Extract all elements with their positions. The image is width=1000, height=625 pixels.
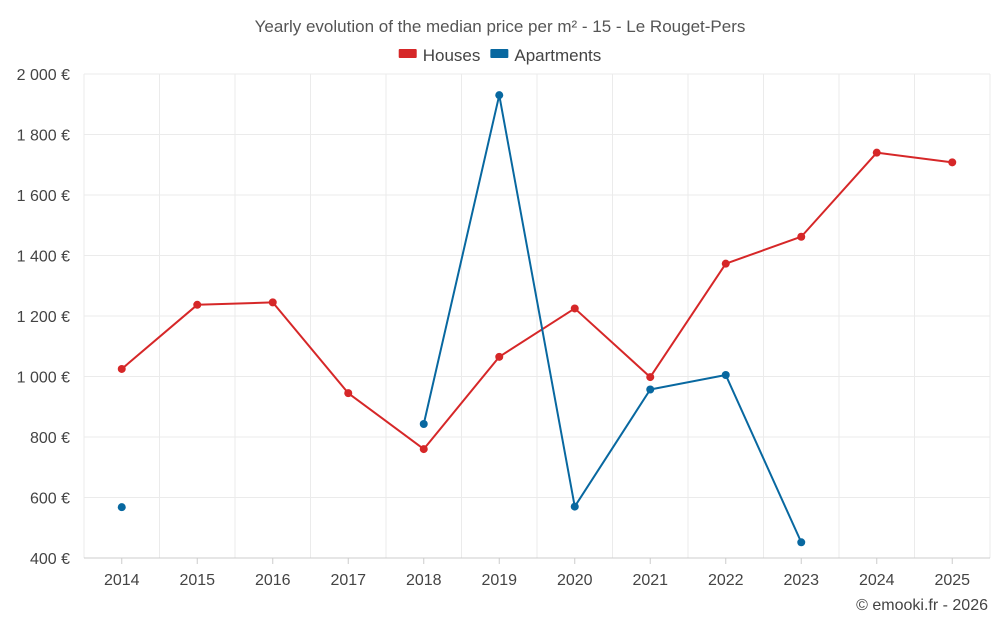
y-tick-label: 1 600 €	[17, 188, 70, 205]
data-point-apartments[interactable]	[646, 385, 655, 394]
series-line-apartments	[422, 94, 803, 543]
y-tick-label: 1 800 €	[17, 128, 70, 145]
data-point-houses[interactable]	[117, 364, 126, 373]
y-tick-label: 2 000 €	[17, 67, 70, 84]
legend-label-houses: Houses	[423, 46, 481, 65]
data-point-apartments[interactable]	[495, 91, 504, 100]
data-point-apartments[interactable]	[797, 538, 806, 547]
legend-swatch-apartments	[490, 49, 509, 58]
y-tick-label: 600 €	[30, 491, 70, 508]
x-tick-label: 2018	[406, 572, 442, 589]
data-point-apartments[interactable]	[721, 370, 730, 379]
series-line-houses	[121, 151, 953, 451]
chart-title: Yearly evolution of the median price per…	[255, 17, 746, 36]
grid	[83, 73, 991, 559]
y-tick-label: 800 €	[30, 430, 70, 447]
series-group	[117, 91, 957, 547]
legend-item-apartments[interactable]: Apartments	[490, 46, 601, 65]
x-tick-label: 2016	[255, 572, 291, 589]
x-tick-label: 2023	[783, 572, 819, 589]
data-point-houses[interactable]	[344, 389, 353, 398]
x-tick-label: 2019	[481, 572, 517, 589]
x-tick-label: 2022	[708, 572, 744, 589]
data-point-houses[interactable]	[419, 445, 428, 454]
legend-item-houses[interactable]: Houses	[398, 46, 481, 65]
legend: Houses Apartments	[398, 46, 601, 65]
data-point-houses[interactable]	[721, 259, 730, 268]
series-apartments	[117, 91, 806, 547]
y-tick-label: 400 €	[30, 551, 70, 568]
legend-swatch-houses	[398, 49, 417, 58]
x-tick-label: 2017	[330, 572, 366, 589]
y-tick-label: 1 000 €	[17, 370, 70, 387]
data-point-houses[interactable]	[193, 300, 202, 309]
legend-label-apartments: Apartments	[514, 46, 601, 65]
y-axis: 400 € 600 € 800 € 1 000 € 1 200 € 1 400 € 1 60…	[17, 67, 70, 568]
x-tick-label: 2015	[179, 572, 215, 589]
data-point-houses[interactable]	[872, 148, 881, 157]
x-tick-label: 2021	[632, 572, 668, 589]
x-tick-label: 2024	[859, 572, 895, 589]
credit-text: © emooki.fr - 2026	[856, 597, 988, 614]
data-point-apartments[interactable]	[117, 503, 126, 512]
y-tick-label: 1 200 €	[17, 309, 70, 326]
x-tick-label: 2020	[557, 572, 593, 589]
series-houses	[117, 148, 957, 454]
x-tick-label: 2014	[104, 572, 140, 589]
x-axis: 2014 2015 2016 2017 2018 2019 2020 2021 2022 2023…	[104, 558, 970, 589]
data-point-houses[interactable]	[495, 352, 504, 361]
data-point-houses[interactable]	[797, 232, 806, 241]
x-tick-label: 2025	[934, 572, 970, 589]
data-point-houses[interactable]	[948, 158, 957, 167]
y-tick-label: 1 400 €	[17, 249, 70, 266]
data-point-apartments[interactable]	[570, 502, 579, 511]
data-point-apartments[interactable]	[419, 419, 428, 428]
data-point-houses[interactable]	[268, 298, 277, 307]
data-point-houses[interactable]	[570, 304, 579, 313]
data-point-houses[interactable]	[646, 373, 655, 382]
